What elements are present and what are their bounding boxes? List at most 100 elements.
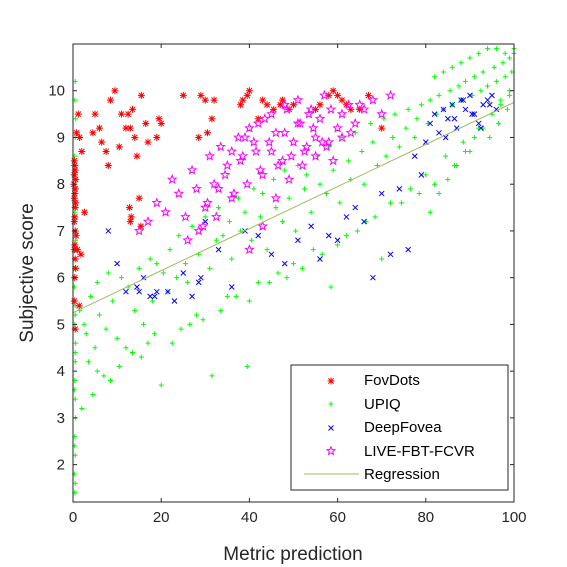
deepfovea-point — [325, 232, 332, 239]
upiq-point — [370, 139, 376, 145]
upiq-point — [405, 106, 411, 112]
live-fbt-fcvr-point — [272, 159, 284, 171]
deepfovea-point — [418, 172, 425, 178]
fovdots-point — [115, 143, 123, 151]
live-fbt-fcvr-point — [142, 216, 154, 227]
fovdots-point — [124, 110, 132, 118]
fovdots-point — [325, 91, 333, 99]
live-fbt-fcvr-point — [237, 150, 249, 161]
upiq-point — [414, 116, 420, 122]
upiq-point — [110, 298, 116, 304]
live-fbt-fcvr-point — [336, 131, 348, 143]
upiq-point — [218, 307, 224, 313]
upiq-point — [368, 120, 374, 126]
fovdots-point — [72, 176, 80, 184]
upiq-point — [299, 265, 305, 271]
y-tick-label: 3 — [57, 410, 65, 427]
upiq-point — [432, 74, 438, 80]
upiq-point — [304, 172, 310, 178]
upiq-point — [242, 209, 248, 215]
upiq-point — [478, 88, 484, 94]
y-tick-label: 10 — [48, 83, 65, 100]
live-fbt-fcvr-point — [279, 99, 291, 110]
upiq-point — [141, 321, 147, 327]
upiq-point — [189, 223, 195, 229]
upiq-point — [471, 74, 477, 80]
deepfovea-point — [105, 228, 112, 234]
deepfovea-point — [471, 111, 478, 117]
deepfovea-point — [147, 293, 154, 300]
fovdots-point — [73, 129, 81, 137]
deepfovea-point — [164, 288, 171, 295]
live-fbt-fcvr-point — [343, 99, 354, 110]
upiq-point — [507, 92, 513, 98]
fovdots-point — [290, 101, 297, 109]
upiq-point — [491, 64, 497, 70]
fovdots-point — [259, 96, 267, 104]
upiq-point — [467, 148, 473, 154]
upiq-point — [454, 163, 460, 169]
series-deepfovea — [105, 92, 500, 304]
deepfovea-point — [215, 246, 222, 253]
fovdots-point — [72, 264, 80, 272]
y-tick-label: 6 — [57, 270, 65, 287]
live-fbt-fcvr-point — [308, 122, 319, 133]
upiq-point — [498, 97, 504, 103]
upiq-point — [92, 345, 98, 351]
fovdots-point — [71, 190, 79, 198]
fovdots-point — [89, 129, 97, 137]
upiq-point — [251, 186, 257, 192]
upiq-point — [458, 60, 464, 66]
fovdots-point — [125, 204, 133, 212]
upiq-point — [330, 167, 336, 173]
live-fbt-fcvr-point — [197, 220, 209, 231]
upiq-point — [213, 237, 219, 243]
fovdots-point — [245, 87, 253, 95]
upiq-point — [224, 293, 230, 299]
legend-marker-deepfovea — [328, 425, 334, 431]
upiq-point — [279, 219, 285, 225]
upiq-point — [244, 363, 250, 369]
upiq-point — [138, 354, 144, 360]
fovdots-point — [71, 255, 79, 263]
upiq-point — [427, 97, 433, 103]
upiq-point — [275, 270, 281, 276]
legend-marker-live-fbt-fcvr — [325, 445, 337, 456]
upiq-point — [94, 279, 100, 285]
fovdots-point — [237, 101, 245, 109]
upiq-point — [388, 200, 394, 206]
live-fbt-fcvr-point — [191, 183, 202, 194]
live-fbt-fcvr-point — [349, 117, 361, 128]
upiq-point — [328, 284, 334, 290]
upiq-point — [132, 307, 138, 313]
deepfovea-point — [255, 232, 262, 239]
legend-marker-fovdots — [327, 377, 335, 385]
fovdots-point — [74, 110, 82, 118]
deepfovea-point — [352, 204, 359, 211]
fovdots-point — [75, 302, 83, 310]
deepfovea-point — [151, 293, 158, 300]
deepfovea-point — [451, 115, 458, 122]
fovdots-point — [131, 133, 139, 141]
series-live-fbt-fcvr — [133, 89, 396, 255]
upiq-point — [271, 177, 277, 183]
upiq-point — [169, 340, 175, 346]
deepfovea-point — [411, 153, 418, 160]
plot-area-frame — [72, 43, 515, 503]
upiq-point — [158, 382, 164, 388]
upiq-point — [403, 125, 409, 131]
y-tick-label: 4 — [57, 363, 65, 380]
y-axis-ticks: 2 3 4 5 6 7 8 9 10 — [48, 83, 514, 474]
upiq-point — [379, 256, 385, 262]
upiq-point — [418, 102, 424, 108]
live-fbt-fcvr-point — [385, 89, 396, 100]
upiq-point — [105, 270, 111, 276]
upiq-point — [456, 83, 462, 89]
deepfovea-point — [134, 284, 140, 290]
live-fbt-fcvr-point — [215, 141, 227, 152]
live-fbt-fcvr-point — [193, 225, 205, 236]
upiq-point — [502, 74, 508, 80]
x-tick-label: 60 — [329, 509, 346, 526]
deepfovea-point — [478, 125, 484, 131]
fovdots-point — [153, 133, 161, 141]
